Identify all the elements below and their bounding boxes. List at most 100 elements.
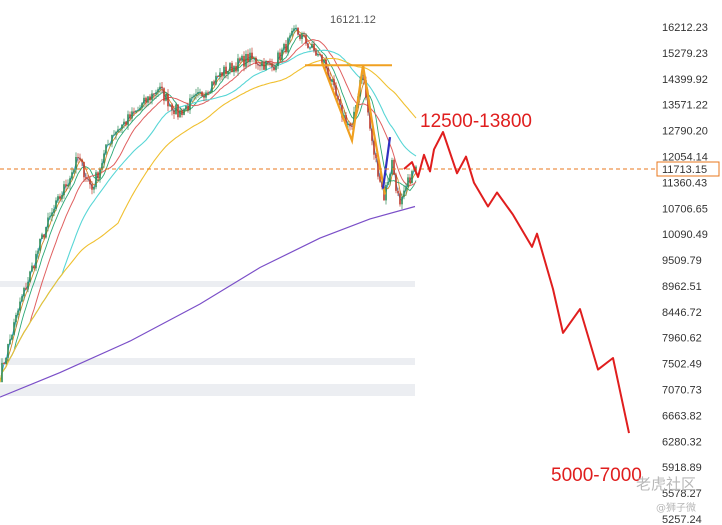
candle-body xyxy=(9,339,11,344)
candle-body xyxy=(163,88,165,101)
candle-body xyxy=(51,212,53,217)
candle-body xyxy=(71,172,73,179)
candle-body xyxy=(17,310,19,315)
candle-body xyxy=(261,62,263,67)
candle-body xyxy=(95,172,97,188)
candle-body xyxy=(367,97,369,113)
candle-body xyxy=(165,94,167,101)
candle-body xyxy=(269,62,271,64)
moving-averages xyxy=(0,27,417,398)
candle-body xyxy=(75,157,77,170)
y-tick-label: 14399.92 xyxy=(662,74,708,86)
candle-body xyxy=(313,43,315,51)
candle-body xyxy=(271,63,273,67)
candle-body xyxy=(325,59,327,68)
candle-body xyxy=(149,96,151,101)
candle-body xyxy=(257,64,259,66)
pattern-accent-line xyxy=(381,136,392,189)
candle-body xyxy=(201,91,203,97)
y-tick-label: 8962.51 xyxy=(662,281,702,293)
candle-body xyxy=(67,184,69,187)
candle-body xyxy=(83,162,85,178)
y-tick-label: 5257.24 xyxy=(662,514,702,525)
candle-body xyxy=(41,234,43,239)
candle-body xyxy=(135,110,137,113)
candle-body xyxy=(141,103,143,108)
candle-body xyxy=(85,177,87,179)
candle-body xyxy=(197,92,199,94)
candle-body xyxy=(259,65,261,67)
candle-body xyxy=(347,123,349,125)
grid-band xyxy=(0,358,415,365)
candle-body xyxy=(263,62,265,70)
candle-body xyxy=(33,265,35,269)
candle-body xyxy=(131,111,133,119)
candle-body xyxy=(119,128,121,130)
candle-body xyxy=(189,98,191,111)
candle-body xyxy=(301,34,303,39)
candle-body xyxy=(291,30,293,36)
grid-band xyxy=(0,281,415,287)
pattern-overlay xyxy=(305,62,392,195)
y-tick-label: 6280.32 xyxy=(662,436,702,448)
candle-body xyxy=(171,104,173,111)
ma-250-line xyxy=(0,205,416,398)
candle-body xyxy=(157,89,159,93)
candle-body xyxy=(241,55,243,61)
candle-body xyxy=(387,182,389,185)
candle-body xyxy=(121,124,123,129)
target-high-annotation: 12500-13800 xyxy=(420,111,532,132)
candle-body xyxy=(145,97,147,103)
candle-body xyxy=(331,79,333,82)
watermark-text: 老虎社区 xyxy=(636,475,696,493)
candle-body xyxy=(341,104,343,118)
candle-body xyxy=(233,66,235,73)
candle-body xyxy=(73,169,75,173)
pattern-zigzag xyxy=(320,62,387,195)
grid-band xyxy=(0,384,415,396)
y-axis[interactable]: 16212.23 15279.23 14399.92 13571.22 12790.20… xyxy=(662,22,708,525)
candle-body xyxy=(69,178,71,185)
target-low-annotation: 5000-7000 xyxy=(551,465,642,486)
y-tick-label: 7502.49 xyxy=(662,359,702,371)
candle-body xyxy=(77,157,79,158)
candle-body xyxy=(315,50,317,56)
candle-body xyxy=(377,158,379,177)
candle-body xyxy=(329,77,331,82)
candle-body xyxy=(37,250,39,254)
candle-body xyxy=(389,174,391,183)
y-tick-label: 12054.14 xyxy=(662,152,708,164)
candle-body xyxy=(209,91,211,93)
y-tick-label: 9509.79 xyxy=(662,255,702,267)
candle-body xyxy=(185,105,187,110)
candle-body xyxy=(247,54,249,63)
candle-body xyxy=(47,217,49,228)
candle-body xyxy=(397,190,399,194)
y-tick-label: 6663.82 xyxy=(662,410,702,422)
y-tick-label: 5578.27 xyxy=(662,488,702,500)
candle-body xyxy=(221,72,223,77)
candle-body xyxy=(117,129,119,132)
candle-body xyxy=(61,195,63,199)
candle-body xyxy=(105,144,107,154)
candle-body xyxy=(369,112,371,129)
candle-body xyxy=(327,68,329,78)
candle-body xyxy=(127,114,129,125)
candle-body xyxy=(205,92,207,98)
candle-body xyxy=(101,163,103,169)
candle-body xyxy=(217,75,219,77)
candle-body xyxy=(211,81,213,92)
y-tick-label: 10090.49 xyxy=(662,229,708,241)
candle-body xyxy=(35,253,37,269)
candle-body xyxy=(139,107,141,110)
candle-body xyxy=(107,144,109,146)
candle-body xyxy=(27,281,29,290)
candle-body xyxy=(267,61,269,63)
watermark-user: @狮子微 xyxy=(656,501,696,514)
candle-body xyxy=(31,265,33,272)
candle-body xyxy=(265,61,267,70)
candle-body xyxy=(379,176,381,182)
ma-30-line xyxy=(0,39,417,383)
candle-body xyxy=(411,171,413,184)
